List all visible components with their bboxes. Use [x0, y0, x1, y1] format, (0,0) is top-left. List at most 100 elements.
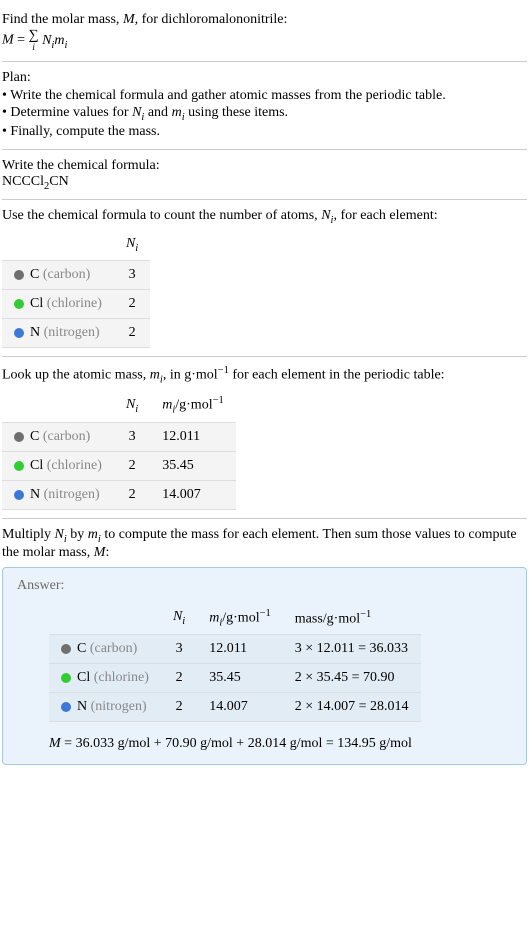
element-swatch [14, 490, 24, 500]
plan-m: m [172, 105, 182, 120]
element-cell: N (nitrogen) [2, 480, 114, 509]
mass-text-a: Look up the atomic mass, [2, 368, 150, 383]
compute-text-d: : [105, 545, 109, 560]
compute-text-b: by [67, 527, 88, 542]
plan-item-text: • Determine values for [2, 105, 132, 120]
chemical-formula: NCCCl2CN [2, 174, 527, 192]
col-m-unit: /g·mol [175, 398, 212, 413]
calc-value: 2 × 35.45 = 70.90 [283, 664, 421, 693]
element-symbol: N [30, 487, 40, 502]
chem-a: NCCCl [2, 174, 44, 189]
intro-section: Find the molar mass, M, for dichloromalo… [2, 4, 527, 62]
m-value: 14.007 [197, 693, 283, 722]
count-table: Ni C (carbon) 3 Cl (chlorine) 2 N (nitro… [2, 230, 150, 348]
element-swatch [14, 328, 24, 338]
eq-eqsign: = [14, 33, 29, 48]
col-mass-header: mass/g·mol−1 [283, 602, 421, 635]
element-symbol: N [77, 699, 87, 714]
calc-value: 3 × 12.011 = 36.033 [283, 635, 421, 664]
plan-item: • Write the chemical formula and gather … [2, 88, 527, 104]
table-row: C (carbon) 3 12.011 [2, 422, 236, 451]
element-symbol: N [30, 325, 40, 340]
chem-heading: Write the chemical formula: [2, 158, 527, 174]
n-value: 2 [161, 664, 197, 693]
col-mass: mass/g·mol [295, 611, 360, 626]
eq-ni: Ni [42, 33, 54, 48]
element-swatch [14, 270, 24, 280]
plan-section: Plan: • Write the chemical formula and g… [2, 62, 527, 150]
m-value: 12.011 [197, 635, 283, 664]
element-name: (nitrogen) [87, 699, 146, 714]
element-name: (carbon) [39, 429, 90, 444]
element-swatch [61, 673, 71, 683]
compute-section: Multiply Ni by mi to compute the mass fo… [2, 519, 527, 773]
chem-b: CN [49, 174, 68, 189]
element-cell: Cl (chlorine) [49, 664, 161, 693]
mass-text: Look up the atomic mass, mi, in g·mol−1 … [2, 365, 527, 385]
col-n: N [126, 236, 135, 251]
compute-text: Multiply Ni by mi to compute the mass fo… [2, 527, 527, 561]
element-swatch [14, 299, 24, 309]
mass-m: m [150, 368, 160, 383]
element-cell: Cl (chlorine) [2, 451, 114, 480]
col-n-header: Ni [114, 389, 150, 422]
compute-n: N [55, 527, 64, 542]
col-m: m [209, 610, 219, 625]
count-text-b: , for each element: [333, 208, 437, 223]
plan-item: • Determine values for Ni and mi using t… [2, 105, 527, 123]
element-name: (carbon) [86, 641, 137, 656]
col-n: N [126, 397, 135, 412]
col-m-header: mi/g·mol−1 [197, 602, 283, 635]
table-header-row: Ni mi/g·mol−1 [2, 389, 236, 422]
sigma-symbol: ∑ [29, 28, 39, 43]
m-value: 35.45 [150, 451, 236, 480]
n-value: 2 [114, 480, 150, 509]
table-row: Cl (chlorine) 2 35.45 [2, 451, 236, 480]
col-m: m [162, 398, 172, 413]
sigma-icon: ∑i [29, 28, 39, 53]
plan-item-text: using these items. [185, 105, 288, 120]
chemical-formula-section: Write the chemical formula: NCCCl2CN [2, 150, 527, 201]
table-row: N (nitrogen) 2 14.007 [2, 480, 236, 509]
element-symbol: Cl [30, 458, 43, 473]
compute-m: m [88, 527, 98, 542]
m-value: 14.007 [150, 480, 236, 509]
final-mass: M = 36.033 g/mol + 70.90 g/mol + 28.014 … [49, 736, 512, 752]
mass-text-c: for each element in the periodic table: [229, 368, 445, 383]
col-n-sub: i [182, 616, 185, 627]
table-header-row: Ni mi/g·mol−1 mass/g·mol−1 [49, 602, 421, 635]
col-m-unit-sup: −1 [260, 608, 271, 619]
plan-heading: Plan: [2, 70, 527, 86]
col-n-sub: i [135, 404, 138, 415]
eq-mi-sub: i [64, 39, 67, 50]
n-value: 2 [161, 693, 197, 722]
col-n: N [173, 609, 182, 624]
m-value: 12.011 [150, 422, 236, 451]
eq-m: M [2, 33, 14, 48]
element-cell: Cl (chlorine) [2, 290, 114, 319]
intro-text-a: Find the molar mass, [2, 12, 123, 27]
element-swatch [61, 644, 71, 654]
col-n-header: Ni [161, 602, 197, 635]
col-mass-sup: −1 [360, 609, 371, 620]
plan-list: • Write the chemical formula and gather … [2, 88, 527, 140]
element-symbol: C [77, 641, 86, 656]
table-row: Cl (chlorine) 2 [2, 290, 150, 319]
eq-ni-n: N [42, 33, 51, 48]
col-n-header: Ni [114, 230, 150, 260]
answer-box: Answer: Ni mi/g·mol−1 mass/g·mol−1 C (ca… [2, 567, 527, 765]
element-swatch [14, 432, 24, 442]
answer-label: Answer: [17, 578, 512, 594]
mass-text-b: , in g·mol [163, 368, 218, 383]
table-header-row: Ni [2, 230, 150, 260]
mass-text-sup: −1 [218, 365, 229, 376]
compute-text-a: Multiply [2, 527, 55, 542]
n-value: 2 [114, 451, 150, 480]
plan-item-text: and [144, 105, 171, 120]
col-n-sub: i [135, 243, 138, 254]
table-row: N (nitrogen) 2 [2, 319, 150, 348]
count-text: Use the chemical formula to count the nu… [2, 208, 527, 226]
element-name: (carbon) [39, 267, 90, 282]
count-text-a: Use the chemical formula to count the nu… [2, 208, 321, 223]
n-value: 3 [114, 422, 150, 451]
